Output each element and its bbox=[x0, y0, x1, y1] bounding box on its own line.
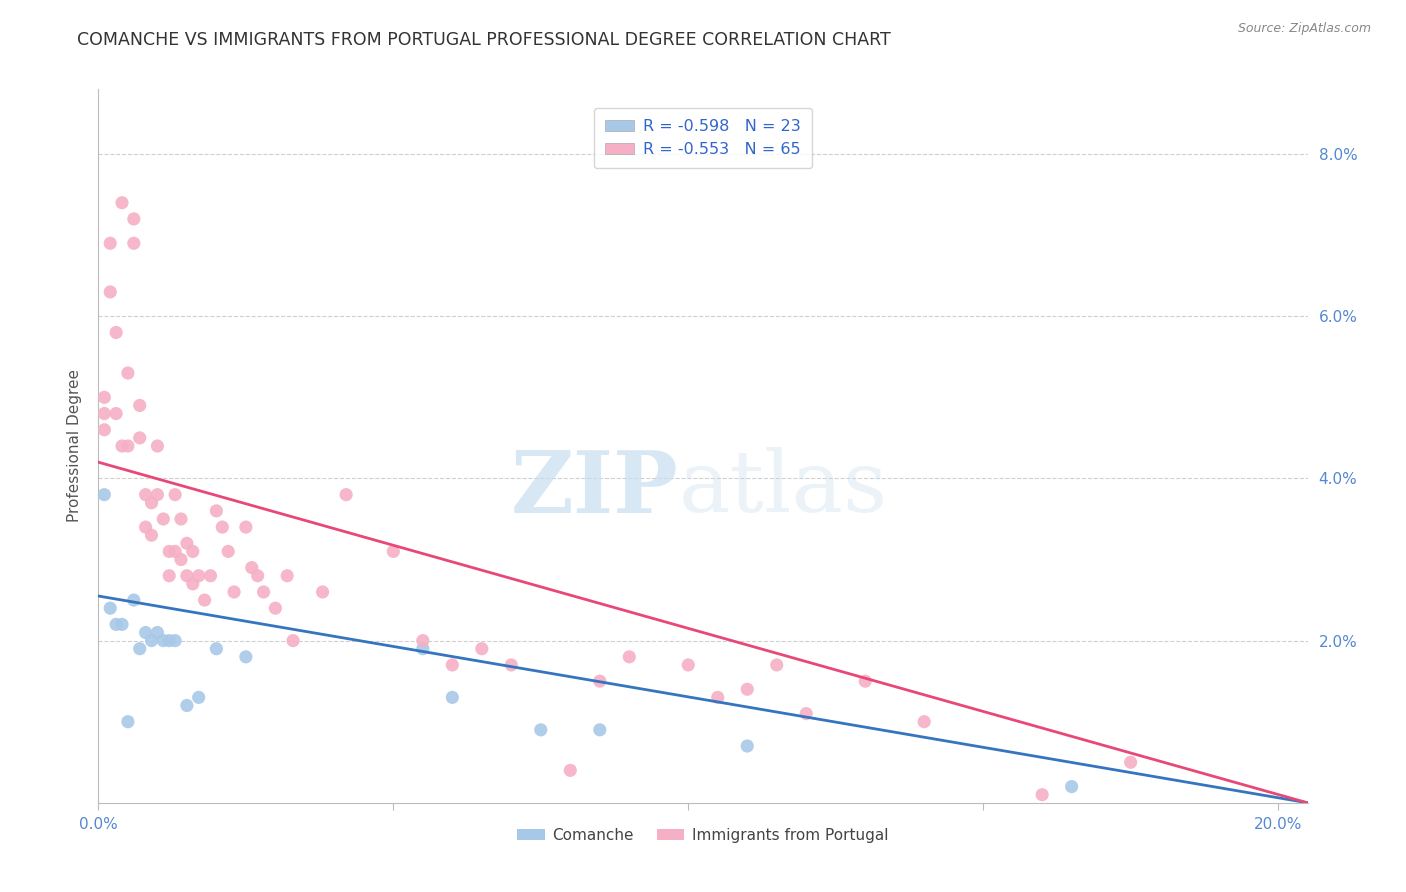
Point bbox=[141, 633, 163, 648]
Point bbox=[560, 764, 582, 778]
Point bbox=[117, 714, 139, 729]
Point bbox=[412, 633, 434, 648]
Point bbox=[135, 520, 157, 534]
Point bbox=[93, 407, 115, 421]
Point bbox=[589, 723, 612, 737]
Point bbox=[200, 568, 222, 582]
Point bbox=[135, 625, 157, 640]
Point bbox=[152, 512, 174, 526]
Point bbox=[853, 674, 876, 689]
Point bbox=[170, 552, 193, 566]
Point bbox=[1031, 788, 1053, 802]
Point bbox=[141, 496, 163, 510]
Point bbox=[471, 641, 494, 656]
Point bbox=[111, 617, 134, 632]
Point bbox=[98, 285, 121, 299]
Point bbox=[441, 657, 464, 672]
Point bbox=[276, 568, 298, 582]
Point bbox=[311, 585, 333, 599]
Point bbox=[176, 536, 198, 550]
Point bbox=[235, 649, 257, 664]
Point bbox=[706, 690, 728, 705]
Point bbox=[146, 625, 169, 640]
Point bbox=[93, 488, 115, 502]
Point bbox=[141, 528, 163, 542]
Y-axis label: Professional Degree: Professional Degree bbox=[67, 369, 83, 523]
Text: ZIP: ZIP bbox=[510, 447, 679, 531]
Point bbox=[589, 674, 612, 689]
Text: Source: ZipAtlas.com: Source: ZipAtlas.com bbox=[1237, 22, 1371, 36]
Point bbox=[194, 593, 217, 607]
Point bbox=[205, 504, 228, 518]
Point bbox=[165, 544, 187, 558]
Text: COMANCHE VS IMMIGRANTS FROM PORTUGAL PROFESSIONAL DEGREE CORRELATION CHART: COMANCHE VS IMMIGRANTS FROM PORTUGAL PRO… bbox=[77, 31, 891, 49]
Point bbox=[157, 568, 180, 582]
Point bbox=[105, 407, 128, 421]
Point bbox=[382, 544, 405, 558]
Point bbox=[222, 585, 245, 599]
Point bbox=[146, 439, 169, 453]
Point bbox=[98, 601, 121, 615]
Point bbox=[157, 544, 180, 558]
Point bbox=[619, 649, 641, 664]
Point bbox=[441, 690, 464, 705]
Point bbox=[152, 633, 174, 648]
Point bbox=[246, 568, 269, 582]
Point bbox=[530, 723, 553, 737]
Point bbox=[93, 390, 115, 404]
Point bbox=[735, 682, 758, 697]
Point bbox=[157, 633, 180, 648]
Point bbox=[122, 236, 145, 251]
Point bbox=[1119, 756, 1142, 770]
Point bbox=[205, 641, 228, 656]
Point bbox=[235, 520, 257, 534]
Point bbox=[105, 617, 128, 632]
Point bbox=[117, 439, 139, 453]
Point bbox=[1060, 780, 1083, 794]
Point bbox=[187, 568, 209, 582]
Point bbox=[135, 488, 157, 502]
Point bbox=[187, 690, 209, 705]
Point bbox=[176, 568, 198, 582]
Point bbox=[412, 641, 434, 656]
Point bbox=[252, 585, 274, 599]
Point bbox=[240, 560, 263, 574]
Point bbox=[176, 698, 198, 713]
Point bbox=[735, 739, 758, 753]
Point bbox=[264, 601, 287, 615]
Point bbox=[128, 431, 150, 445]
Point bbox=[93, 423, 115, 437]
Point bbox=[281, 633, 304, 648]
Point bbox=[211, 520, 233, 534]
Point bbox=[181, 544, 204, 558]
Point bbox=[170, 512, 193, 526]
Point bbox=[117, 366, 139, 380]
Point bbox=[912, 714, 935, 729]
Legend: R = -0.598   N = 23, R = -0.553   N = 65: R = -0.598 N = 23, R = -0.553 N = 65 bbox=[593, 108, 813, 169]
Point bbox=[111, 195, 134, 210]
Point bbox=[165, 633, 187, 648]
Point bbox=[105, 326, 128, 340]
Point bbox=[122, 211, 145, 226]
Point bbox=[122, 593, 145, 607]
Point bbox=[794, 706, 817, 721]
Point bbox=[98, 236, 121, 251]
Point bbox=[217, 544, 239, 558]
Point bbox=[165, 488, 187, 502]
Point bbox=[181, 577, 204, 591]
Point bbox=[128, 399, 150, 413]
Text: atlas: atlas bbox=[679, 447, 889, 531]
Point bbox=[335, 488, 357, 502]
Point bbox=[146, 488, 169, 502]
Point bbox=[111, 439, 134, 453]
Point bbox=[128, 641, 150, 656]
Point bbox=[678, 657, 700, 672]
Point bbox=[501, 657, 523, 672]
Point bbox=[765, 657, 787, 672]
